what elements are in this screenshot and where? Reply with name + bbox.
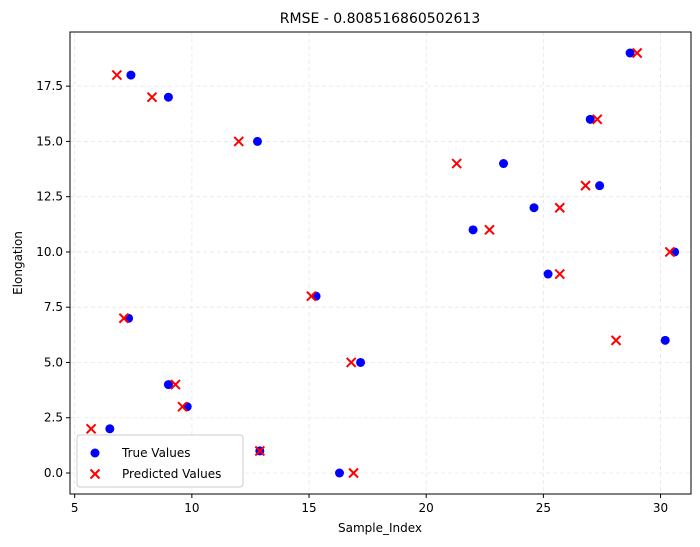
true-value-point	[543, 269, 553, 279]
true-value-point	[625, 48, 635, 58]
true-value-point	[126, 70, 136, 80]
x-tick-label: 15	[301, 501, 316, 515]
predicted-value-point	[306, 290, 317, 302]
predicted-value-point	[554, 202, 565, 213]
grid-layer	[70, 32, 691, 494]
true-value-point	[595, 181, 605, 191]
predicted-value-point	[631, 47, 643, 59]
predicted-value-point	[346, 357, 357, 368]
chart-title: RMSE - 0.808516860502613	[280, 11, 480, 27]
predicted-value-point	[254, 445, 266, 457]
true-value-point	[529, 203, 539, 213]
x-tick-label: 5	[71, 501, 79, 515]
predicted-value-point	[111, 69, 123, 81]
predicted-value-point	[177, 401, 188, 412]
legend-marker-predicted-values	[89, 468, 101, 480]
y-tick-label: 7.5	[44, 300, 63, 314]
predicted-value-point	[580, 180, 591, 191]
true-value-point	[585, 114, 595, 124]
y-tick-label: 12.5	[36, 190, 63, 204]
true-value-point	[334, 468, 344, 478]
true-value-point	[105, 424, 115, 434]
legend: True Values Predicted Values	[76, 434, 244, 488]
y-tick-label: 10.0	[36, 245, 63, 259]
true-value-point	[468, 225, 478, 235]
predicted-value-point	[664, 246, 676, 258]
true-value-point	[163, 92, 173, 102]
y-tick-label: 15.0	[36, 134, 63, 148]
predicted-value-point	[484, 224, 495, 236]
predicted-value-point	[554, 268, 565, 280]
predicted-value-point	[610, 335, 622, 346]
y-tick-label: 2.5	[44, 411, 63, 425]
predicted-value-point	[85, 423, 97, 434]
predicted-value-point	[592, 114, 603, 125]
legend-box	[76, 434, 244, 488]
predicted-value-point	[233, 136, 244, 147]
y-tick-label: 5.0	[44, 355, 63, 369]
y-tick-label: 17.5	[36, 79, 63, 93]
true-value-point	[163, 380, 173, 390]
true-value-point	[182, 402, 192, 412]
y-tick-label: 0.0	[44, 466, 63, 480]
predicted-value-point	[146, 92, 158, 103]
legend-marker-true-values	[90, 448, 100, 458]
true-value-point	[124, 313, 134, 323]
predicted-value-point	[170, 379, 181, 390]
predicted-value-point	[118, 313, 130, 324]
predicted-value-point	[451, 158, 462, 169]
x-tick-label: 30	[653, 501, 668, 515]
legend-label-true-values: True Values	[121, 446, 191, 460]
true-value-point	[660, 335, 670, 345]
true-value-point	[356, 357, 366, 367]
true-value-point	[670, 247, 680, 257]
x-tick-label: 25	[536, 501, 551, 515]
x-tick-label: 10	[184, 501, 199, 515]
true-value-point	[252, 136, 262, 146]
ticks-layer: 5 10 15 20 25 30 0.0 2.5 5.0 7.5 10.0 12.5 15.0 17.5	[36, 79, 668, 515]
plot-area	[69, 31, 692, 495]
x-tick-label: 20	[419, 501, 434, 515]
points-layer	[85, 47, 680, 479]
y-axis-label: Elongation	[11, 231, 25, 295]
legend-label-predicted-values: Predicted Values	[122, 467, 221, 481]
x-axis-label: Sample_Index	[338, 521, 422, 535]
true-value-point	[311, 291, 321, 301]
predicted-value-point	[348, 467, 359, 479]
true-value-point	[499, 159, 509, 169]
